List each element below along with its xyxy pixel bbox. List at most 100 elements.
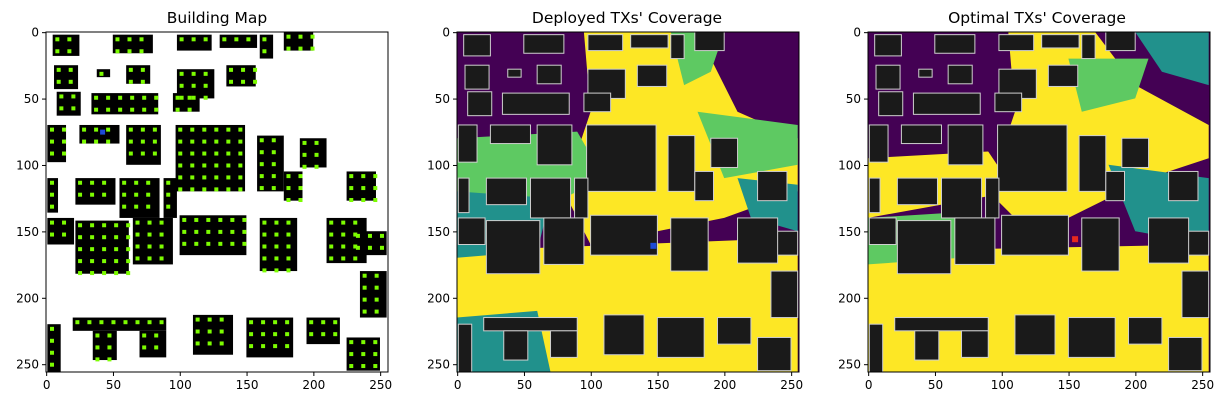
candidate-tx-point — [242, 217, 247, 222]
candidate-tx-point — [259, 138, 264, 143]
building — [875, 64, 901, 90]
candidate-tx-point — [71, 106, 76, 111]
tx-marker-layer — [1072, 236, 1079, 243]
candidate-tx-point — [78, 180, 83, 185]
candidate-tx-point — [207, 341, 212, 346]
candidate-tx-point — [218, 241, 223, 246]
candidate-tx-point — [286, 256, 291, 261]
candidate-tx-point — [50, 220, 55, 225]
candidate-tx-point — [147, 320, 152, 325]
y-tick-label: 100 — [427, 158, 450, 172]
building — [226, 65, 256, 87]
building — [72, 317, 167, 331]
building — [529, 177, 572, 219]
candidate-tx-point — [142, 107, 147, 112]
building — [757, 170, 788, 202]
candidate-tx-point — [50, 362, 55, 367]
y-tick-label: 150 — [16, 225, 39, 239]
candidate-tx-point — [362, 285, 367, 290]
candidate-tx-point — [106, 139, 111, 144]
building — [192, 314, 234, 355]
building — [283, 171, 303, 201]
building — [1121, 137, 1150, 168]
building — [457, 217, 486, 245]
candidate-tx-point — [241, 79, 246, 84]
building — [1081, 34, 1096, 60]
x-ticks: 0 50 100 150 200 250 — [454, 372, 803, 392]
candidate-tx-point — [353, 220, 358, 225]
candidate-tx-point — [50, 127, 55, 132]
candidate-tx-point — [68, 67, 73, 72]
candidate-tx-point — [191, 37, 196, 42]
candidate-tx-point — [242, 241, 247, 246]
building — [536, 124, 573, 166]
building — [483, 317, 578, 332]
candidate-tx-point — [349, 340, 354, 345]
candidate-tx-point — [95, 357, 100, 362]
panel-title: Deployed TXs' Coverage — [532, 9, 722, 27]
candidate-tx-point — [271, 186, 276, 191]
x-tick-label: 150 — [1058, 378, 1081, 392]
tx-marker — [1072, 236, 1079, 243]
x-tick-label: 250 — [1191, 378, 1214, 392]
candidate-tx-point — [175, 95, 180, 100]
candidate-tx-point — [203, 83, 208, 88]
panel-deployed-coverage: Deployed TXs' Coverage 0 50 100 150 200 250 0… — [427, 9, 803, 392]
candidate-tx-point — [126, 271, 131, 276]
candidate-tx-point — [271, 138, 276, 143]
building — [457, 323, 473, 372]
candidate-tx-point — [238, 139, 243, 144]
candidate-tx-point — [90, 192, 95, 197]
x-tick-label: 200 — [1124, 378, 1147, 392]
candidate-tx-point — [253, 67, 258, 72]
building — [463, 34, 491, 57]
candidate-tx-point — [115, 37, 120, 42]
candidate-tx-point — [50, 204, 55, 209]
candidate-tx-point — [214, 151, 219, 156]
buildings-layer — [457, 32, 799, 372]
candidate-tx-point — [190, 163, 195, 168]
building — [259, 34, 274, 59]
candidate-tx-point — [274, 244, 279, 249]
candidate-tx-point — [249, 320, 254, 325]
candidate-tx-point — [261, 344, 266, 349]
building — [947, 124, 984, 166]
candidate-tx-point — [128, 151, 133, 156]
candidate-tx-point — [349, 174, 354, 179]
candidate-tx-point — [50, 338, 55, 343]
candidate-tx-point — [226, 175, 231, 180]
x-tick-label: 0 — [865, 378, 873, 392]
x-ticks: 0 50 100 150 200 250 — [865, 372, 1214, 392]
candidate-tx-point — [355, 245, 360, 250]
candidate-tx-point — [190, 151, 195, 156]
candidate-tx-point — [367, 245, 372, 250]
candidate-tx-point — [152, 139, 157, 144]
candidate-tx-point — [135, 244, 140, 249]
coverage-region — [1068, 58, 1149, 112]
candidate-tx-point — [242, 229, 247, 234]
candidate-tx-point — [361, 352, 366, 357]
candidate-tx-point — [114, 223, 119, 228]
building — [464, 64, 490, 90]
candidate-tx-point — [202, 163, 207, 168]
candidate-tx-point — [374, 285, 379, 290]
candidate-tx-point — [127, 37, 132, 42]
candidate-tx-point — [329, 220, 334, 225]
candidate-tx-point — [126, 259, 131, 264]
y-tick-label: 0 — [31, 26, 39, 40]
candidate-tx-point — [99, 320, 104, 325]
candidate-tx-point — [341, 244, 346, 249]
candidate-tx-point — [179, 83, 184, 88]
candidate-tx-point — [229, 79, 234, 84]
candidate-tx-point — [353, 256, 358, 261]
candidate-tx-point — [362, 297, 367, 302]
y-tick-label: 50 — [846, 92, 861, 106]
building — [457, 124, 478, 163]
building — [485, 220, 541, 275]
candidate-tx-point — [238, 127, 243, 132]
building — [1081, 217, 1120, 272]
candidate-tx-point — [90, 271, 95, 276]
candidate-tx-point — [203, 95, 208, 100]
candidate-tx-point — [226, 187, 231, 192]
candidate-tx-point — [238, 163, 243, 168]
